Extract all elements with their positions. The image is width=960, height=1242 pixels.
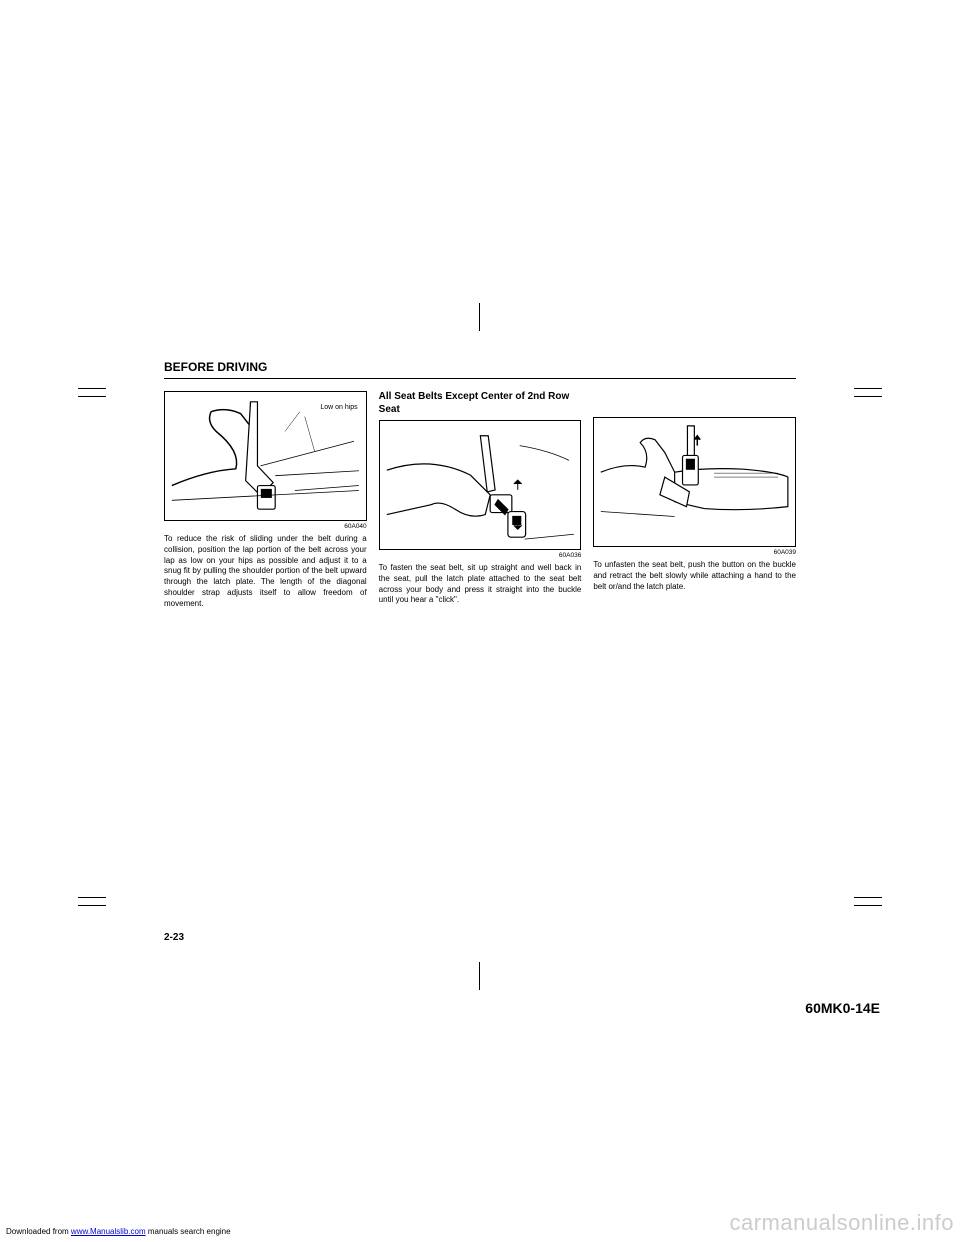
body-paragraph: To reduce the risk of sliding under the … [164,534,367,610]
seatbelt-fasten-svg [380,421,581,549]
crop-mark [78,905,106,906]
illustration-code: 60A040 [164,523,367,530]
footer-link[interactable]: www.Manualslib.com [71,1227,146,1236]
crop-mark [479,303,480,331]
illustration-fasten-belt [379,420,582,550]
content-columns: Low on hips 60A040 To reduce the risk of… [164,391,796,610]
illustration-code: 60A039 [593,549,796,556]
section-header: BEFORE DRIVING [164,360,796,379]
document-code: 60MK0-14E [805,1000,880,1016]
crop-mark [854,905,882,906]
crop-mark [78,897,106,898]
page-content: BEFORE DRIVING Low on hips [164,360,796,610]
crop-mark [78,396,106,397]
watermark: carmanualsonline.info [729,1210,954,1236]
seatbelt-lap-svg [165,392,366,520]
crop-mark [854,388,882,389]
page-number: 2-23 [164,932,184,943]
crop-mark [479,962,480,990]
footer-suffix: manuals search engine [146,1227,231,1236]
body-paragraph: To unfasten the seat belt, push the butt… [593,560,796,592]
column-1: Low on hips 60A040 To reduce the risk of… [164,391,367,610]
body-paragraph: To fasten the seat belt, sit up straight… [379,563,582,606]
column-2: All Seat Belts Except Center of 2nd Row … [379,391,582,610]
footer-prefix: Downloaded from [6,1227,71,1236]
illustration-inner-label: Low on hips [320,404,357,411]
footer-attribution: Downloaded from www.Manualslib.com manua… [6,1227,231,1236]
crop-mark [78,388,106,389]
spacer [593,391,796,417]
crop-mark [854,396,882,397]
illustration-low-on-hips: Low on hips [164,391,367,521]
section-subheading: All Seat Belts Except Center of 2nd Row … [379,391,582,416]
crop-mark [854,897,882,898]
illustration-unfasten-belt [593,417,796,547]
illustration-code: 60A036 [379,552,582,559]
column-3: 60A039 To unfasten the seat belt, push t… [593,391,796,610]
seatbelt-unfasten-svg [594,418,795,546]
